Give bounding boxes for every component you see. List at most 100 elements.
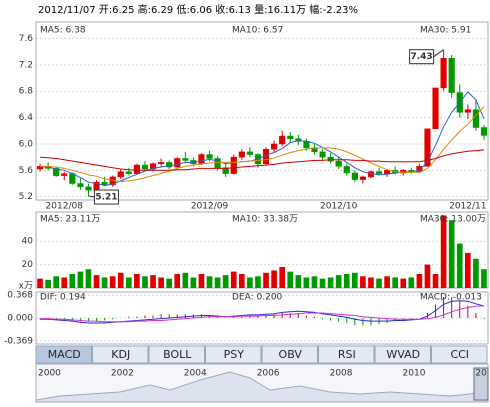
candle-body [472,109,479,128]
volume-bar [85,269,92,288]
volume-bar [424,264,431,288]
volume-bar [392,277,399,288]
candle-body [61,173,68,176]
tab-label[interactable]: OBV [279,348,303,361]
tab-label[interactable]: KDJ [111,348,130,361]
volume-bar [37,278,43,288]
price-panel [35,21,489,201]
volume-bar [198,273,205,288]
candle-body [440,58,447,89]
y-tick-label: 7.6 [19,34,34,44]
volume-bar [360,276,366,288]
volume-bar [303,277,310,288]
volume-bar [416,273,423,288]
volume-bar [295,275,302,288]
volume-bar [230,271,237,288]
tab[interactable] [318,345,375,364]
annotation: 7.43 [410,52,432,62]
candle-body [464,109,471,113]
ma-line [40,91,485,187]
y-tick-label: 6.8 [19,87,34,97]
candle-body [303,141,310,149]
volume-bar [93,275,100,288]
tab-label[interactable]: PSY [224,348,245,361]
volume-bar [158,277,164,288]
y-tick-label: 0.000 [7,314,33,324]
candle-body [359,176,366,180]
timeline-label: 20 [475,369,487,379]
timeline-label: 2006 [257,369,280,379]
legend-label: MA5: 23.11万 [40,215,100,225]
volume-bar [69,273,76,288]
volume-bar [109,276,116,288]
candle-body [125,171,132,174]
y-tick-label: 5.6 [19,166,34,176]
tab-label[interactable]: RSI [338,348,356,361]
candle-body [238,151,245,158]
candle-body [480,127,488,136]
y-axis-label: x万 [19,282,33,292]
candle-body [230,156,237,174]
volume-bar [481,269,487,288]
timeline-label: 2000 [38,369,61,379]
legend-label: MA10: 6.57 [232,26,283,36]
tab[interactable] [205,345,262,364]
tab-label[interactable]: CCI [450,348,469,361]
annotation: 5.21 [95,193,117,203]
volume-bar [271,270,277,288]
volume-bar [166,278,173,288]
volume-bar [77,271,84,288]
volume-bar [174,273,181,288]
y-tick-label: 6.4 [19,113,34,123]
volume-panel [35,211,489,289]
volume-bar [142,276,148,288]
tab-label[interactable]: WVAD [386,348,420,361]
candle-body [351,172,358,180]
tab-label[interactable]: MACD [48,348,81,361]
volume-bar [53,276,60,288]
candle-body [246,151,253,155]
ma-line [40,106,485,183]
legend-label: MA30: 13.00万 [420,215,486,225]
legend-label: MA10: 33.38万 [232,215,298,225]
volume-bar [464,252,471,288]
candle-body [416,166,423,172]
candle-body [101,181,108,186]
candle-body [448,58,455,93]
tab[interactable] [261,345,318,364]
candle-body [327,156,334,162]
candle-body [198,154,205,164]
volume-bar [190,277,197,288]
overview-handle[interactable] [473,367,489,401]
tab[interactable] [148,345,205,364]
volume-bar [61,277,68,288]
candle-body [174,158,181,168]
timeline-label: 2010 [403,369,426,379]
timeline-label: 2004 [184,369,207,379]
tab-label[interactable]: BOLL [163,348,192,361]
x-tick-label: 2012/08 [46,202,84,212]
volume-bar [440,215,447,288]
volume-bar [384,276,390,288]
candle-body [77,183,84,188]
volume-bar [456,243,463,288]
candle-body [158,162,165,164]
tab[interactable] [92,345,149,364]
volume-bar [45,279,51,288]
candle-body [206,154,213,159]
macd-line [40,305,485,323]
tab[interactable] [431,345,488,364]
y-tick-label: 0.368 [7,291,33,301]
timeline-label: 2008 [330,369,353,379]
volume-bar [238,273,245,288]
tab[interactable] [35,345,92,364]
volume-bar [125,277,132,288]
y-tick-label: 6.0 [19,139,34,149]
annotation-leader [88,195,95,198]
tab[interactable] [374,345,431,364]
volume-bar [206,276,213,288]
volume-bar [287,271,294,288]
annotation-leader [433,49,444,58]
volume-bar [408,277,415,288]
volume-bar [319,278,326,288]
